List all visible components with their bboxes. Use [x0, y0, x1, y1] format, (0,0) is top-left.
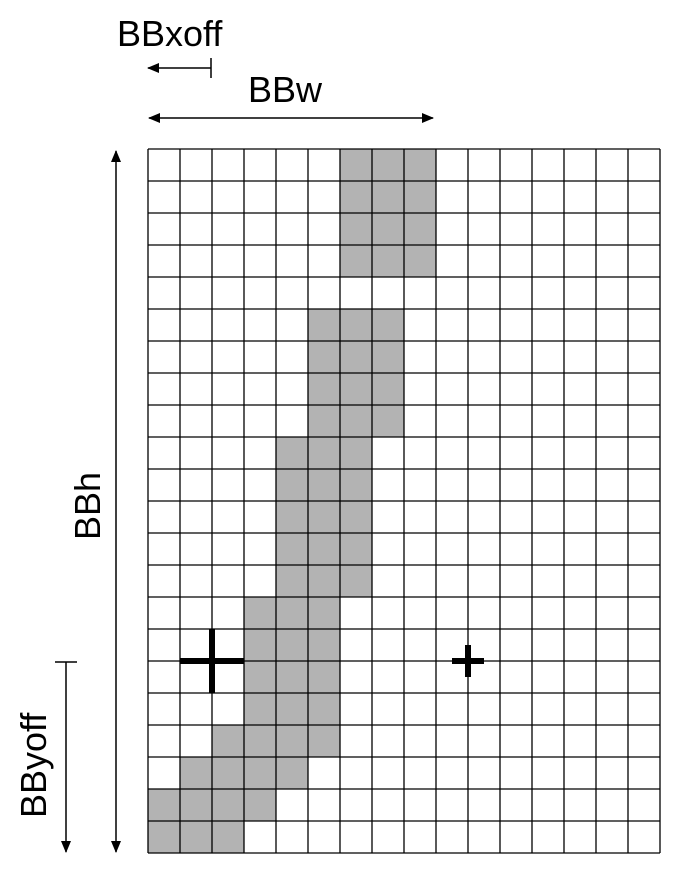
- filled-pixel: [372, 373, 404, 405]
- filled-pixel: [180, 757, 212, 789]
- filled-pixel: [276, 501, 308, 533]
- bbw-label: BBw: [248, 69, 323, 110]
- filled-pixel: [276, 661, 308, 693]
- filled-pixel: [404, 181, 436, 213]
- filled-pixel: [276, 757, 308, 789]
- filled-pixel: [308, 437, 340, 469]
- filled-pixel: [372, 341, 404, 373]
- filled-pixel: [308, 565, 340, 597]
- filled-pixel: [308, 469, 340, 501]
- filled-pixel: [340, 213, 372, 245]
- filled-pixel: [404, 245, 436, 277]
- filled-pixel: [340, 565, 372, 597]
- advance-cross-icon: [452, 645, 484, 677]
- filled-pixel: [340, 245, 372, 277]
- filled-pixel: [148, 789, 180, 821]
- filled-pixel: [340, 373, 372, 405]
- filled-pixel: [404, 149, 436, 181]
- filled-pixel: [244, 597, 276, 629]
- filled-pixel: [340, 309, 372, 341]
- filled-pixel: [340, 405, 372, 437]
- filled-pixel: [308, 405, 340, 437]
- filled-pixel: [276, 437, 308, 469]
- filled-pixel: [244, 789, 276, 821]
- filled-pixel: [276, 629, 308, 661]
- filled-pixel: [372, 181, 404, 213]
- filled-pixel: [180, 821, 212, 853]
- filled-pixel: [340, 149, 372, 181]
- filled-pixel: [308, 309, 340, 341]
- filled-pixel: [372, 213, 404, 245]
- origin-cross-icon: [180, 629, 244, 693]
- filled-pixel: [308, 501, 340, 533]
- filled-pixel: [308, 597, 340, 629]
- filled-pixel: [244, 725, 276, 757]
- filled-pixel: [340, 469, 372, 501]
- filled-pixel: [244, 629, 276, 661]
- bbh-label: BBh: [67, 472, 108, 540]
- filled-pixel: [404, 213, 436, 245]
- filled-pixel: [276, 533, 308, 565]
- filled-pixel: [340, 533, 372, 565]
- filled-pixel: [340, 437, 372, 469]
- filled-pixel: [244, 693, 276, 725]
- filled-pixel: [212, 725, 244, 757]
- filled-pixel: [340, 181, 372, 213]
- filled-pixel: [212, 789, 244, 821]
- bbxoff-arrow: [147, 58, 212, 78]
- filled-pixel: [340, 501, 372, 533]
- filled-pixel: [308, 629, 340, 661]
- bbyoff-arrow: [55, 661, 77, 853]
- filled-pixel: [308, 725, 340, 757]
- filled-pixel: [276, 693, 308, 725]
- filled-pixel: [372, 309, 404, 341]
- filled-pixel: [212, 757, 244, 789]
- filled-pixel: [308, 693, 340, 725]
- filled-pixel: [276, 565, 308, 597]
- filled-pixel: [372, 245, 404, 277]
- filled-pixel: [372, 405, 404, 437]
- filled-pixel: [308, 373, 340, 405]
- filled-pixel: [276, 469, 308, 501]
- bbxoff-label: BBxoff: [117, 13, 223, 54]
- filled-pixel: [148, 821, 180, 853]
- filled-pixel: [212, 821, 244, 853]
- filled-pixel: [276, 725, 308, 757]
- filled-pixel: [276, 597, 308, 629]
- filled-pixel: [308, 533, 340, 565]
- filled-pixel: [244, 661, 276, 693]
- filled-pixel: [308, 341, 340, 373]
- filled-pixel: [308, 661, 340, 693]
- filled-pixel: [372, 149, 404, 181]
- filled-pixel: [180, 789, 212, 821]
- bbyoff-label: BByoff: [13, 712, 54, 818]
- filled-pixel: [340, 341, 372, 373]
- crosses: [180, 629, 484, 693]
- filled-pixel: [244, 757, 276, 789]
